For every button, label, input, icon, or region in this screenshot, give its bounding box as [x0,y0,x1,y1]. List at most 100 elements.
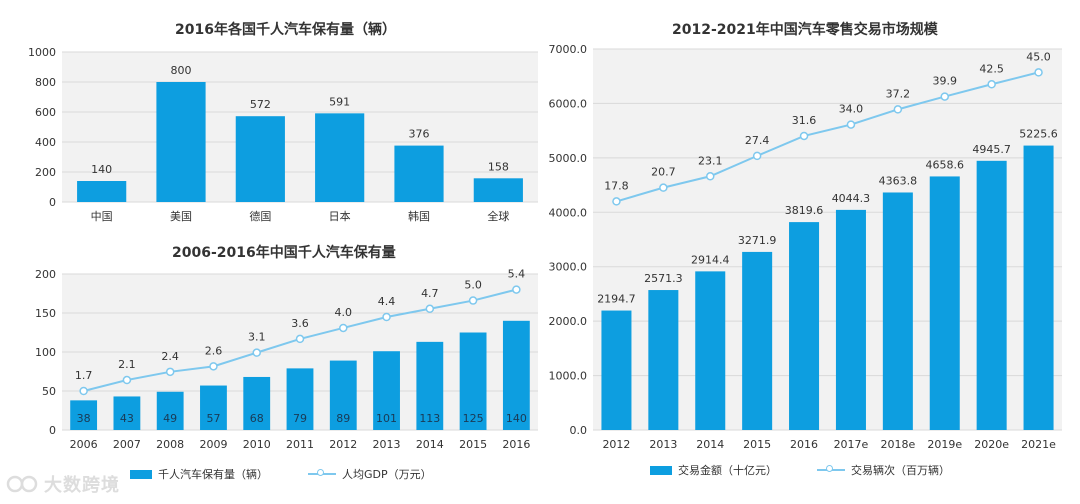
chart3-bar-value-label: 4945.7 [972,143,1011,156]
chart2-line-point [79,386,88,396]
chart1-ytick-label: 800 [35,76,56,89]
chart2-bar-value-label: 43 [120,412,134,425]
chart2-line-point [339,323,348,333]
chart3-bar [742,251,773,430]
chart3-bar [976,160,1007,430]
chart3-bar [648,290,679,430]
chart1-ytick-label: 600 [35,106,56,119]
chart2-bar [156,391,184,430]
chart2-bar-value-label: 57 [206,412,220,425]
chart3-bar [789,222,820,430]
chart2-line-value-label: 3.6 [291,317,309,330]
chart1-xtick-label: 德国 [249,209,271,223]
legend-bar-swatch [650,465,672,475]
chart3-bar-value-label: 5225.6 [1019,128,1058,141]
chart2-ytick-label: 0 [49,424,56,437]
chart2-line-point [382,312,391,322]
watermark-text: 大数跨境 [44,475,120,496]
chart2-svg: 0 50 100 150 200 38 2006 43 2007 49 2008 57 2009 68 20… [35,268,538,451]
chart2-bar [459,332,487,430]
chart3-line-point [846,120,856,129]
chart2-line-value-label: 2.6 [205,344,223,357]
chart1-title: 2016年各国千人汽车保有量（辆） [175,22,396,38]
chart3-line-point [612,197,621,206]
chart2-ytick-label: 50 [42,385,56,398]
chart3-bar-value-label: 3271.9 [738,234,777,247]
chart3-bar-value-label: 2571.3 [644,272,683,285]
chart3-bar [601,310,632,430]
chart2-line-value-label: 4.0 [335,306,353,319]
chart2-line-value-label: 4.7 [421,287,439,300]
chart2-line-point [468,296,478,305]
chart2-bar-value-label: 113 [419,412,440,425]
chart2-line-point [122,375,132,385]
chart2-bar-value-label: 89 [336,412,350,425]
chart3-ytick-label: 2000.0 [549,315,588,328]
chart3-line-point [799,131,809,141]
chart3-ytick-label: 4000.0 [549,206,588,219]
chart3-line-point [659,183,668,192]
chart2-line-value-label: 1.7 [75,369,93,382]
chart2-xtick-label: 2014 [416,438,444,451]
chart1-bar-value-label: 572 [250,98,271,111]
chart2-line-value-label: 3.1 [248,331,266,344]
chart3-bar [1023,145,1054,430]
chart2-line-point [295,334,305,344]
chart3-bar-value-label: 4044.3 [832,192,871,205]
chart3-xtick-label: 2019e [927,438,962,451]
chart2-bar [416,341,444,430]
chart1-bar-value-label: 800 [171,64,192,77]
chart2-title: 2006-2016年中国千人汽车保有量 [172,245,396,261]
chart1-xtick-label: 中国 [91,210,113,223]
chart3-line-value-label: 37.2 [886,87,911,100]
chart2-bar [200,385,227,430]
chart1-xtick-label: 全球 [487,209,509,223]
chart2-bar [286,368,314,430]
chart2-xtick-label: 2006 [70,438,98,451]
chart3-line-value-label: 45.0 [1026,50,1051,63]
chart1-bar-value-label: 140 [91,163,112,176]
chart3-line-point [893,105,903,114]
chart2-xtick-label: 2015 [459,438,487,451]
chart3-svg: 0.0 1000.0 2000.0 3000.0 4000.0 5000.0 6000.0 7… [549,43,1062,451]
chart2-bar [502,320,530,430]
chart3-line-point [987,80,996,89]
chart2-bar [70,400,98,430]
chart2-bar [113,396,141,430]
chart3-line-point [752,151,762,161]
chart2-line-value-label: 2.1 [118,358,136,371]
chart3-legend-line-label: 交易辆次（百万辆） [851,464,950,477]
chart3-xtick-label: 2012 [602,438,630,451]
chart3-xtick-label: 2013 [649,438,677,451]
chart1-bar [315,113,365,202]
chart2-legend-line-label: 人均GDP（万元） [342,468,432,481]
chart3-ytick-label: 0.0 [570,424,588,437]
chart2-bar-value-label: 140 [506,412,527,425]
chart2-xtick-label: 2012 [329,438,357,451]
chart3-legend-bar-label: 交易金额（十亿元） [678,464,777,477]
watermark: 大数跨境 [6,468,156,500]
chart2-line-point [209,362,218,371]
chart3-title: 2012-2021年中国汽车零售交易市场规模 [672,22,938,38]
chart3-xtick-label: 2020e [974,438,1009,451]
legend-line-swatch [817,465,845,472]
chart3-bar [929,176,960,430]
chart3-xtick-label: 2015 [743,438,771,451]
chart2-line-value-label: 5.0 [464,279,482,292]
legend-line-swatch [308,469,336,476]
chart2-xtick-label: 2010 [243,438,271,451]
chart3-legend: 交易金额（十亿元） 交易辆次（百万辆） [650,462,950,478]
chart3-line-value-label: 39.9 [933,75,958,88]
chart3-line-value-label: 31.6 [792,114,817,127]
chart1-ytick-label: 0 [49,196,56,209]
chart2-line-point [425,304,435,314]
chart3-ytick-label: 7000.0 [549,43,588,56]
chart2-xtick-label: 2016 [502,438,530,451]
chart3-xtick-label: 2014 [696,438,724,451]
chart3-bar-value-label: 3819.6 [785,204,824,217]
logo-icon [6,475,38,493]
chart2-bar-value-label: 38 [77,412,91,425]
chart2-line-point [252,348,261,357]
chart2-legend-bar-label: 千人汽车保有量（辆） [158,468,268,481]
chart3-bar [835,209,866,430]
